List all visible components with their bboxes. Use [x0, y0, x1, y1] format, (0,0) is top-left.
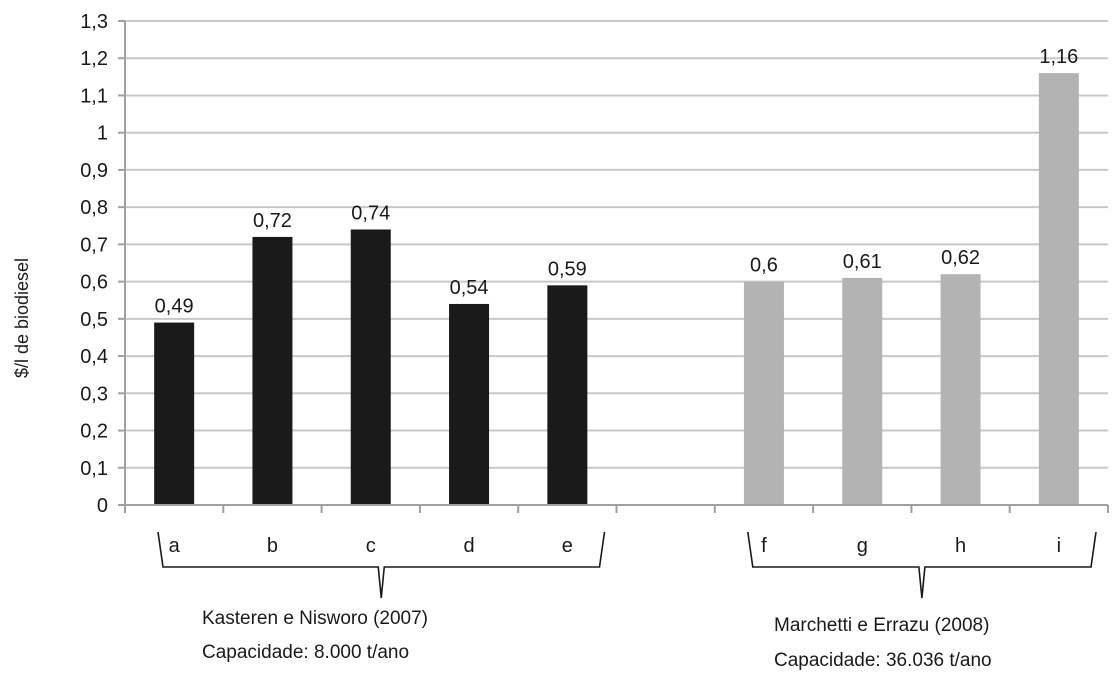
category-label-d: d — [463, 535, 474, 557]
data-label-a: 0,49 — [155, 296, 194, 318]
y-tick-label: 0,6 — [80, 272, 108, 294]
data-label-i: 1,16 — [1039, 46, 1078, 68]
category-label-a: a — [169, 535, 181, 557]
y-tick-label: 1 — [97, 123, 108, 145]
group-bracket — [747, 531, 1097, 599]
y-tick-label: 0,7 — [80, 234, 108, 256]
y-tick-label: 0,3 — [80, 383, 108, 405]
data-label-g: 0,61 — [843, 251, 882, 273]
y-tick-label: 1,1 — [80, 85, 108, 107]
data-label-f: 0,6 — [750, 255, 778, 277]
data-label-h: 0,62 — [941, 247, 980, 269]
y-axis-ticks: 0 0,1 0,2 0,3 0,4 0,5 0,6 0,7 0,8 0,9 1 1,1 1,2 1,3 — [80, 11, 108, 517]
bar-g — [842, 277, 883, 505]
y-tick-label: 1,2 — [80, 48, 108, 70]
bar-c — [350, 229, 391, 505]
bar-e — [547, 285, 588, 505]
y-tick-label: 0,2 — [80, 421, 108, 443]
bar-d — [449, 303, 490, 505]
group-bracket — [157, 531, 606, 599]
data-label-b: 0,72 — [253, 210, 292, 232]
category-labels: a b c d e f g h i — [169, 535, 1061, 557]
data-label-c: 0,74 — [351, 202, 390, 224]
category-label-f: f — [761, 535, 767, 557]
y-tick-label: 0,8 — [80, 197, 108, 219]
y-tick-label: 1,3 — [80, 11, 108, 33]
group-capacity: Capacidade: 36.036 t/ano — [774, 650, 992, 671]
bars: 0,49 0,72 0,74 0,54 0,59 0,6 0,61 0,62 1,16 — [154, 46, 1079, 505]
y-tick-label: 0,4 — [80, 346, 108, 368]
bar-h — [940, 274, 981, 505]
data-label-e: 0,59 — [548, 258, 587, 280]
bar-b — [252, 236, 293, 505]
category-label-g: g — [857, 535, 868, 557]
category-label-b: b — [267, 535, 278, 557]
axes — [118, 20, 1109, 513]
bar-f — [743, 281, 784, 505]
group-brackets: Kasteren e Nisworo (2007) Capacidade: 8.0… — [157, 531, 1097, 671]
group-capacity: Capacidade: 8.000 t/ano — [202, 642, 409, 663]
bar-a — [154, 322, 195, 505]
category-label-h: h — [955, 535, 966, 557]
group-name: Kasteren e Nisworo (2007) — [202, 608, 428, 629]
y-tick-label: 0,5 — [80, 309, 108, 331]
y-axis-title: $/l de biodiesel — [12, 258, 32, 378]
category-label-c: c — [366, 535, 376, 557]
y-tick-label: 0,1 — [80, 458, 108, 480]
y-tick-label: 0 — [97, 495, 108, 517]
category-label-e: e — [562, 535, 573, 557]
group-name: Marchetti e Errazu (2008) — [774, 615, 989, 636]
bar-i — [1038, 73, 1079, 505]
y-tick-label: 0,9 — [80, 160, 108, 182]
data-label-d: 0,54 — [450, 277, 489, 299]
category-label-i: i — [1057, 535, 1061, 557]
